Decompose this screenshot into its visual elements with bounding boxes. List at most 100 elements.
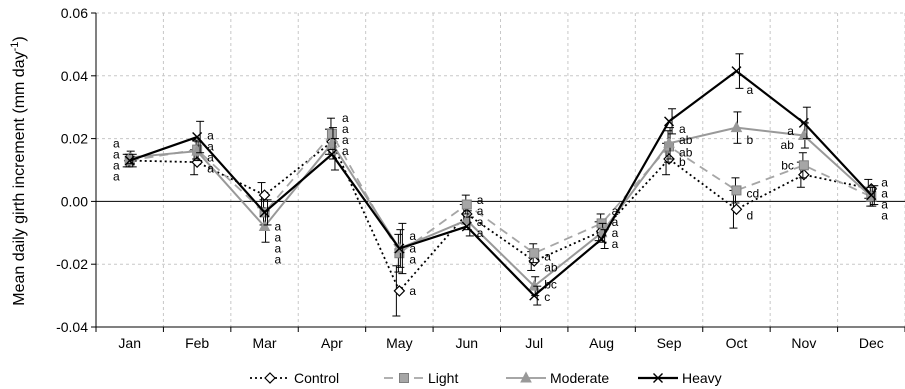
series-line (129, 140, 872, 293)
y-tick-label: 0.04 (61, 68, 88, 84)
series-control (122, 128, 878, 317)
x-marker-stroke (596, 234, 607, 245)
data-point (461, 221, 472, 232)
x-tick-label: Jun (456, 335, 479, 351)
significance-label: a (342, 111, 349, 125)
y-tick-label: 0.00 (61, 193, 88, 209)
x-tick-label: Feb (185, 335, 209, 351)
significance-label: ab (781, 138, 795, 152)
x-marker-stroke (798, 117, 809, 128)
significance-label: a (477, 193, 484, 207)
grid (96, 12, 905, 328)
x-tick-label: Jul (525, 335, 543, 351)
data-point (663, 136, 675, 148)
significance-label: a (787, 124, 794, 138)
x-marker-stroke (653, 373, 663, 383)
legend-item-moderate: Moderate (506, 370, 609, 386)
y-tick-label: -0.04 (56, 319, 88, 335)
significance-label: a (207, 161, 214, 175)
significance-label: a (409, 229, 416, 243)
significance-label: a (679, 122, 686, 136)
series-layer (122, 53, 879, 317)
significance-label: a (477, 204, 484, 218)
significance-label: a (113, 169, 120, 183)
x-marker-stroke (866, 190, 877, 201)
series-line (129, 69, 873, 298)
significance-label: bc (544, 278, 557, 292)
data-point (731, 185, 742, 196)
data-point (529, 290, 540, 301)
x-marker-stroke (124, 155, 135, 166)
significance-label: a (477, 215, 484, 229)
legend-marker (653, 373, 663, 383)
significance-label: a (275, 252, 282, 266)
data-point (731, 66, 742, 77)
data-point (798, 160, 809, 171)
significance-label: a (275, 242, 282, 256)
legend-marker (399, 373, 409, 383)
data-point (528, 255, 541, 267)
legend-marker (520, 371, 532, 383)
significance-label: a (612, 226, 619, 240)
data-point (393, 285, 406, 297)
x-tick-label: Dec (859, 335, 884, 351)
significance-label: a (275, 220, 282, 234)
data-point (326, 149, 337, 160)
x-marker-stroke (394, 243, 405, 254)
x-marker-stroke (529, 290, 540, 301)
data-point (124, 155, 135, 166)
data-point (529, 248, 540, 259)
y-tick-label: 0.02 (61, 131, 88, 147)
series-line (129, 132, 872, 255)
significance-label: a (342, 122, 349, 136)
data-point (798, 168, 810, 181)
legend-marker (264, 372, 276, 384)
legend: Control Light Moderate Heavy (250, 370, 722, 386)
significance-label: a (409, 252, 416, 266)
significance-label: b (679, 155, 686, 169)
y-axis-title: Mean daily girth increment (mm day-1) (9, 36, 28, 305)
legend-label: Light (428, 370, 458, 386)
y-axis-ticks: -0.04 -0.02 0.00 0.02 0.04 0.06 (56, 5, 96, 335)
data-point (259, 207, 270, 218)
data-point (730, 203, 743, 216)
y-tick-label: 0.06 (61, 5, 88, 21)
x-tick-label: Mar (252, 335, 276, 351)
significance-label: ab (544, 260, 558, 274)
legend-item-heavy: Heavy (638, 370, 722, 386)
data-point (596, 234, 607, 245)
significance-label: a (881, 209, 888, 223)
significance-label: a (881, 198, 888, 212)
x-marker-stroke (259, 207, 270, 218)
significance-label: a (207, 150, 214, 164)
legend-label: Moderate (550, 370, 609, 386)
data-point (192, 132, 203, 143)
significance-label: a (113, 158, 120, 172)
legend-label: Heavy (682, 370, 722, 386)
x-tick-label: May (386, 335, 412, 351)
x-tick-label: Apr (321, 335, 343, 351)
y-tick-label: -0.02 (56, 256, 88, 272)
significance-label: a (113, 136, 120, 150)
significance-label: a (477, 226, 484, 240)
data-point (730, 121, 743, 133)
x-marker-stroke (461, 221, 472, 232)
x-marker-stroke (731, 66, 742, 77)
significance-label: a (207, 128, 214, 142)
data-point (664, 116, 675, 127)
significance-annotations: aaaaaaaaaaaaaaaaaaaaaaaaaabbccaaaaaababb… (113, 83, 888, 304)
significance-label: a (881, 187, 888, 201)
legend-item-control: Control (250, 370, 339, 386)
significance-label: a (612, 215, 619, 229)
significance-label: a (113, 147, 120, 161)
x-marker-stroke (326, 149, 337, 160)
significance-label: ab (679, 146, 693, 160)
x-marker-stroke (664, 116, 675, 127)
significance-label: a (409, 242, 416, 256)
significance-label: a (881, 176, 888, 190)
data-point (394, 243, 405, 254)
data-point (866, 190, 877, 201)
significance-label: a (409, 284, 416, 298)
y-axis-title-superscript: -1 (9, 42, 21, 52)
